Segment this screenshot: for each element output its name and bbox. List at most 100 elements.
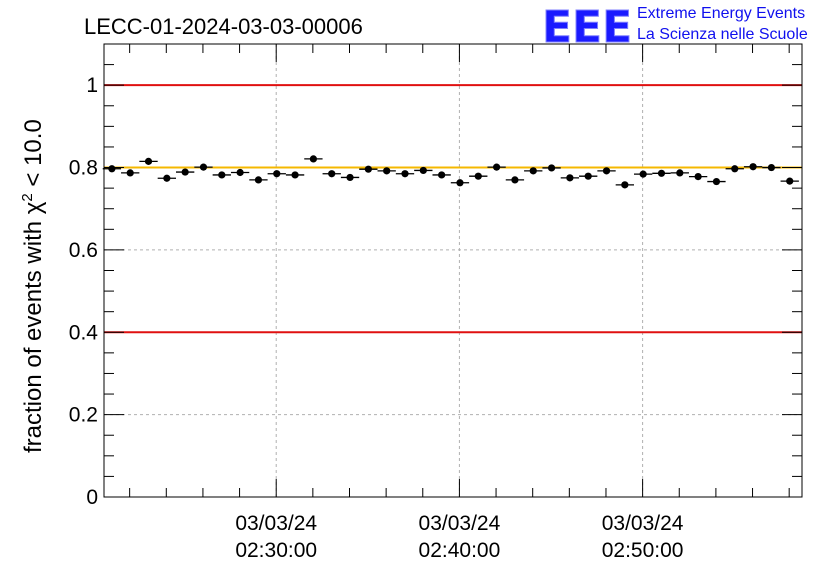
eee-logo: EEE Extreme Energy Events La Scienza nel… — [542, 2, 808, 54]
data-point — [102, 165, 122, 173]
y-tick-label: 0.2 — [69, 404, 98, 427]
data-point — [762, 163, 781, 172]
data-point-marker — [639, 170, 647, 178]
data-points — [102, 155, 799, 189]
data-point-marker — [383, 167, 391, 175]
data-point-marker — [584, 172, 592, 180]
data-point-marker — [511, 176, 519, 184]
data-point-marker — [786, 177, 794, 185]
data-point — [194, 163, 213, 171]
y-tick-label: 0.6 — [69, 239, 98, 262]
data-point-marker — [254, 176, 263, 184]
data-point-marker — [401, 170, 409, 178]
data-point — [707, 177, 726, 186]
y-tick-label: 1 — [86, 74, 98, 97]
data-point-marker — [712, 177, 721, 186]
data-point — [322, 170, 341, 178]
data-point-marker — [621, 181, 629, 189]
data-point — [505, 176, 525, 184]
data-point-marker — [767, 163, 776, 172]
data-point-marker — [657, 169, 666, 177]
x-tick-label-time: 02:30:00 — [235, 539, 317, 562]
data-point — [121, 169, 140, 177]
data-point — [597, 167, 616, 175]
x-tick-label-date: 03/03/24 — [419, 512, 501, 535]
data-point — [212, 171, 231, 179]
data-point-marker — [199, 163, 208, 171]
x-tick-label-time: 02:50:00 — [602, 539, 684, 562]
logo-line-1: Extreme Energy Events — [637, 5, 805, 22]
data-point — [304, 155, 323, 163]
data-point — [542, 164, 561, 172]
logo-line-2: La Scienza nelle Scuole — [637, 26, 808, 43]
data-point — [267, 170, 286, 178]
data-point — [377, 167, 396, 175]
logo-letters: EEE — [542, 2, 632, 53]
reference-lines — [104, 84, 802, 334]
data-point-marker — [291, 171, 299, 179]
data-point-marker — [144, 157, 153, 165]
data-point — [615, 181, 635, 189]
data-point-marker — [163, 174, 171, 182]
data-point — [469, 172, 488, 180]
x-tick-label-date: 03/03/24 — [602, 512, 684, 535]
data-point — [579, 172, 598, 180]
data-point — [432, 171, 451, 179]
data-point — [139, 157, 158, 165]
data-point — [340, 173, 360, 182]
data-point-marker — [456, 179, 464, 187]
data-point — [175, 168, 195, 176]
data-point — [249, 176, 268, 184]
data-point-marker — [126, 169, 134, 177]
data-point — [670, 169, 689, 177]
data-point-marker — [346, 173, 354, 182]
data-point-marker — [676, 169, 684, 177]
data-point-marker — [309, 155, 317, 163]
data-point-marker — [529, 167, 537, 175]
tick-labels: 0 0.2 0.4 0.6 0.8 1 03/03/24 02:30:00 03/03/24 02… — [69, 74, 684, 562]
axes — [103, 43, 803, 498]
data-point — [157, 174, 176, 182]
x-tick-label-date: 03/03/24 — [235, 512, 317, 535]
data-point — [652, 169, 671, 177]
data-point-marker — [547, 164, 556, 172]
x-tick-label-time: 02:40:00 — [419, 539, 501, 562]
data-point-marker — [602, 167, 611, 175]
data-point — [487, 163, 506, 171]
data-point — [688, 173, 708, 181]
data-point — [395, 170, 415, 178]
y-axis-label: fraction of events with χ2 < 10.0 — [19, 119, 47, 453]
data-point-marker — [108, 165, 116, 173]
data-point-marker — [566, 174, 574, 182]
data-point-marker — [749, 163, 757, 171]
data-point-marker — [438, 171, 446, 179]
data-point — [414, 166, 433, 175]
y-tick-label: 0.4 — [69, 321, 99, 344]
data-point-marker — [493, 163, 501, 171]
data-point — [359, 165, 378, 173]
data-point-marker — [328, 170, 336, 178]
data-point-marker — [731, 165, 739, 173]
data-point — [524, 167, 543, 175]
y-tick-label: 0 — [86, 486, 98, 509]
chart-title: LECC-01-2024-03-03-00006 — [84, 14, 363, 39]
data-point — [560, 174, 580, 182]
data-point-marker — [181, 168, 189, 176]
data-point — [780, 177, 799, 185]
data-point-marker — [419, 166, 427, 175]
data-point — [725, 165, 744, 173]
data-point — [285, 171, 305, 179]
data-point — [450, 179, 470, 187]
data-point-marker — [236, 168, 244, 177]
y-tick-label: 0.8 — [69, 157, 98, 180]
data-point-marker — [364, 165, 372, 173]
data-point — [230, 168, 250, 177]
data-point-marker — [474, 172, 482, 180]
data-point — [634, 170, 653, 178]
data-point-marker — [694, 173, 702, 181]
data-point-marker — [273, 170, 281, 178]
data-point — [743, 163, 763, 171]
